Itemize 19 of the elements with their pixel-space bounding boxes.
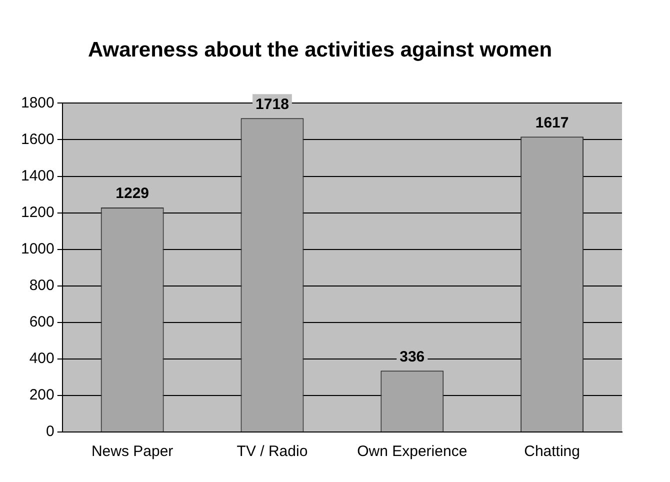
x-tick-label: TV / Radio [236, 443, 308, 460]
y-tick-label: 1600 [20, 130, 54, 148]
y-tick-label: 1400 [20, 167, 54, 184]
y-tick-label: 800 [29, 277, 54, 294]
y-tick-label: 600 [29, 314, 54, 331]
y-tick-label: 0 [46, 423, 54, 440]
y-tick-label: 400 [29, 350, 54, 368]
x-tick-label: News Paper [91, 443, 174, 460]
data-label: 336 [400, 348, 425, 366]
y-tick-label: 1800 [20, 94, 54, 112]
y-tick-label: 1200 [20, 204, 54, 221]
data-label: 1617 [535, 114, 569, 132]
x-tick-label: Own Experience [357, 443, 468, 460]
x-tick-label: Chatting [524, 443, 580, 460]
data-label: 1718 [256, 96, 289, 113]
y-tick-label: 200 [29, 386, 54, 404]
data-label: 1229 [116, 185, 150, 202]
y-tick-label: 1000 [20, 240, 54, 258]
chart-title: Awareness about the activities against women [88, 38, 552, 62]
